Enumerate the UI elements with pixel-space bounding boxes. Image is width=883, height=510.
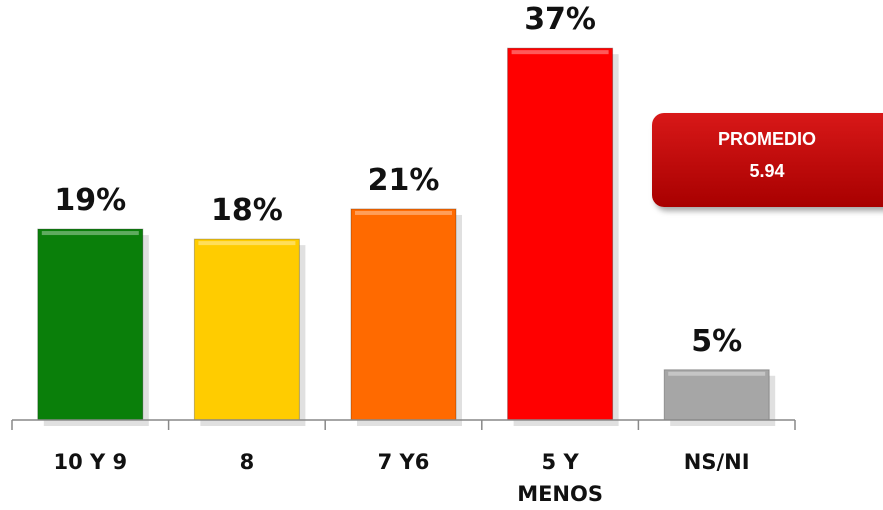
value-label: 18%: [211, 193, 283, 228]
bar-shine: [668, 371, 766, 376]
bar-shine: [41, 231, 139, 236]
average-label: PROMEDIO: [717, 129, 816, 149]
average-box: PROMEDIO 5.94: [652, 113, 883, 207]
x-tick-label: 10 Y 9: [53, 450, 128, 474]
value-label: 5%: [691, 324, 742, 359]
bar: [663, 369, 770, 421]
value-label: 19%: [54, 183, 126, 218]
bar: [193, 238, 300, 421]
x-tick-label: NS/NI: [683, 450, 750, 474]
bar-shine: [355, 210, 452, 215]
bar: [507, 47, 614, 421]
bar-shine: [198, 241, 296, 246]
value-label: 37%: [524, 2, 596, 37]
value-label: 21%: [368, 163, 440, 198]
x-tick-label: 7 Y6: [377, 450, 430, 474]
x-tick-label: 5 Y MENOS: [517, 450, 603, 506]
bar: [37, 228, 144, 421]
average-value: 5.94: [749, 161, 785, 181]
bar: [350, 208, 457, 421]
bar-shine: [511, 50, 609, 55]
x-tick-label: 8: [239, 450, 255, 474]
